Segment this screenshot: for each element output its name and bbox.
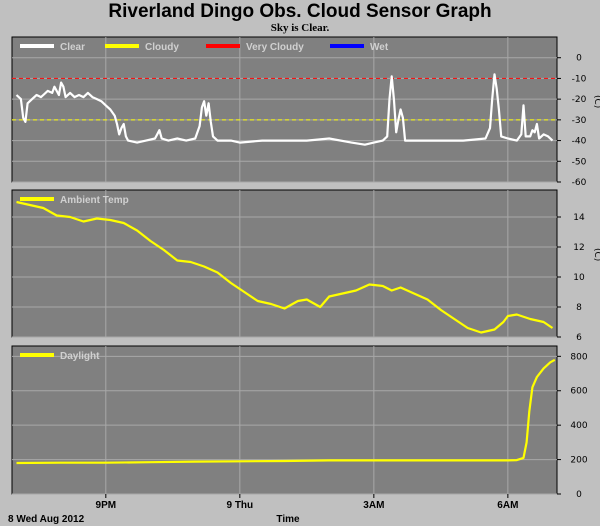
y-tick-label: 0	[576, 490, 582, 500]
y-tick-label: 400	[570, 421, 587, 431]
y-tick-label: 6	[576, 333, 582, 343]
legend-label: Clear	[60, 42, 85, 53]
date-label: 8 Wed Aug 2012	[8, 514, 85, 525]
x-tick-label: 9 Thu	[226, 500, 253, 511]
chart-area: 8 Wed Aug 2012 Time 0 -10 -20 -30 -40 -50 -60 (…	[0, 0, 600, 526]
y-tick-label: -10	[572, 74, 587, 84]
legend-label: Daylight	[60, 351, 100, 362]
y-tick-label: 800	[570, 352, 587, 362]
x-tick-label: 9PM	[96, 500, 117, 511]
panel-3	[12, 346, 557, 494]
y-axis-label: (C)	[592, 95, 600, 108]
y-tick-label: 12	[573, 243, 584, 253]
y-tick-label: -30	[572, 116, 587, 126]
y-tick-label: 200	[570, 456, 587, 466]
y-tick-label: 8	[576, 303, 582, 313]
y-tick-label: 14	[573, 213, 585, 223]
y-tick-label: 0	[576, 54, 582, 64]
y-tick-label: -40	[572, 137, 587, 147]
legend-label: Very Cloudy	[246, 42, 304, 53]
x-tick-label: 3AM	[363, 500, 384, 511]
panel-1	[12, 37, 557, 182]
y-axis-label: (C)	[592, 248, 600, 261]
x-axis-title: Time	[276, 514, 300, 525]
legend-label: Cloudy	[145, 42, 179, 53]
y-tick-label: 10	[573, 273, 585, 283]
x-tick-label: 6AM	[497, 500, 518, 511]
legend-label: Ambient Temp	[60, 195, 129, 206]
y-tick-label: -60	[572, 178, 587, 188]
legend-label: Wet	[370, 42, 389, 53]
y-tick-label: -20	[572, 95, 587, 105]
panel-2	[12, 190, 557, 337]
y-tick-label: 600	[570, 387, 587, 397]
y-tick-label: -50	[572, 157, 587, 167]
